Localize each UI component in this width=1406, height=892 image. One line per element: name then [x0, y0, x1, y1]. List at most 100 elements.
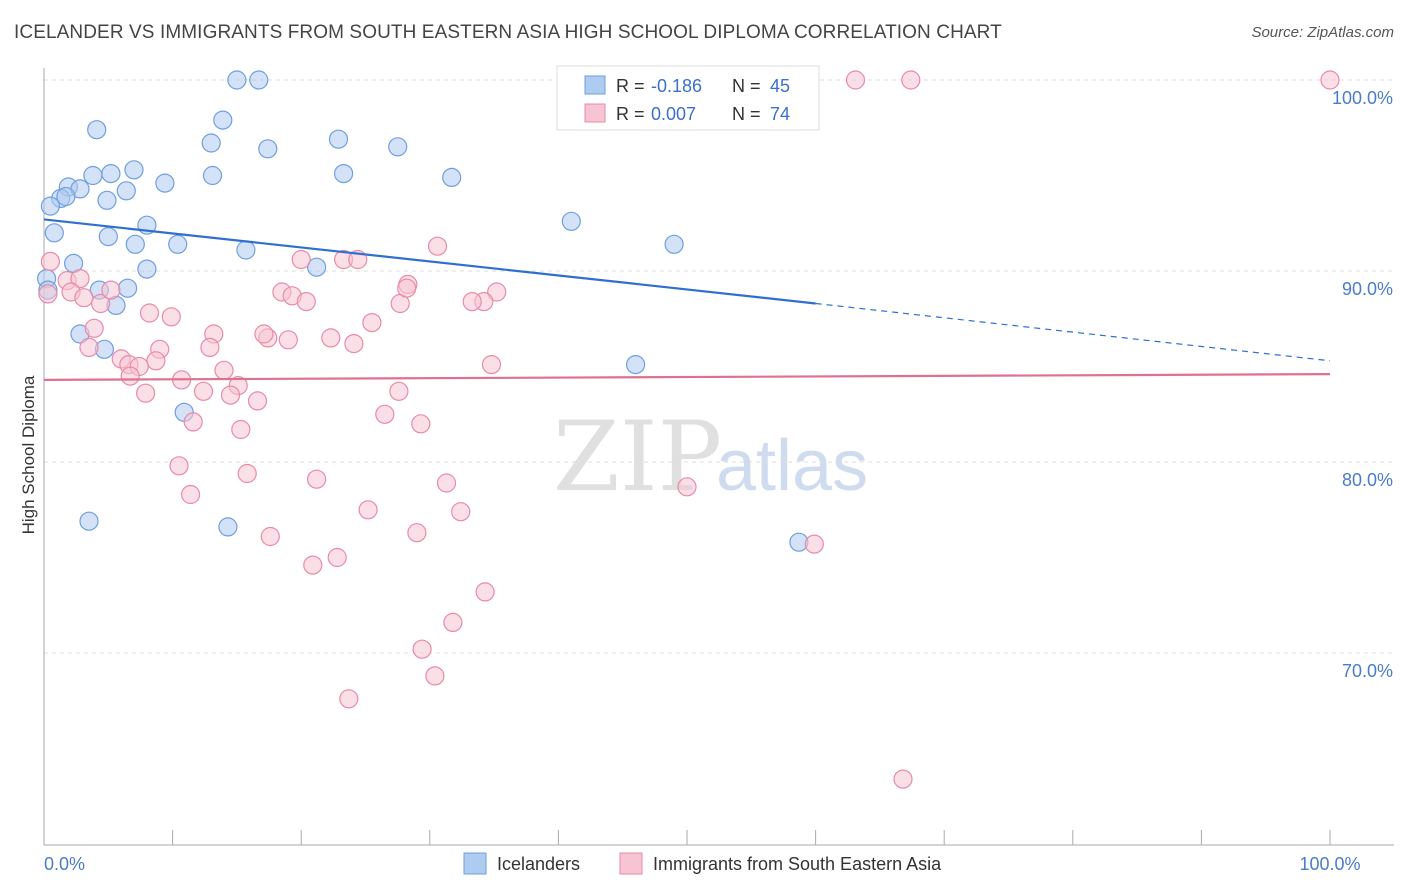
point-immigrants: [327, 547, 347, 568]
grid-layer: [43, 79, 1394, 845]
point-icelanders: [236, 240, 256, 260]
point-icelanders: [117, 278, 138, 298]
point-immigrants: [1320, 70, 1340, 90]
point-immigrants: [436, 473, 457, 493]
point-icelanders: [388, 137, 408, 157]
point-immigrants: [101, 280, 121, 300]
source-label: Source: ZipAtlas.com: [1251, 24, 1394, 41]
point-icelanders: [87, 120, 107, 140]
stats-n-value-icelanders: 45: [770, 76, 790, 96]
legend-label-immigrants: Immigrants from South Eastern Asia: [653, 854, 942, 874]
point-immigrants: [412, 639, 432, 659]
point-icelanders: [124, 160, 144, 180]
axes-layer: [43, 68, 1394, 846]
point-icelanders: [328, 129, 349, 149]
point-immigrants: [136, 383, 156, 403]
point-icelanders: [116, 181, 136, 201]
point-immigrants: [74, 288, 94, 308]
point-immigrants: [389, 381, 409, 401]
legend-swatch-immigrants: [619, 852, 643, 875]
point-immigrants: [804, 534, 824, 554]
point-icelanders: [307, 257, 327, 277]
point-icelanders: [213, 110, 233, 130]
stats-r-label-immigrants: R =: [616, 104, 645, 124]
point-immigrants: [214, 360, 234, 380]
point-icelanders: [202, 165, 223, 186]
point-icelanders: [40, 196, 61, 216]
y-tick-label: 80.0%: [1342, 470, 1393, 490]
point-icelanders: [168, 234, 188, 254]
point-icelanders: [83, 165, 103, 186]
point-icelanders: [44, 223, 64, 243]
point-immigrants: [303, 555, 323, 575]
point-immigrants: [181, 484, 201, 505]
point-immigrants: [677, 477, 697, 497]
point-immigrants: [247, 391, 268, 411]
point-immigrants: [339, 689, 359, 709]
trend-line-immigrants: [43, 373, 1331, 381]
point-icelanders: [155, 173, 175, 193]
point-icelanders: [137, 259, 157, 279]
stats-n-label-immigrants: N =: [732, 104, 761, 124]
point-immigrants: [90, 293, 111, 314]
point-icelanders: [249, 70, 269, 90]
y-tick-label: 70.0%: [1342, 661, 1393, 681]
point-immigrants: [193, 381, 214, 401]
point-immigrants: [237, 463, 257, 484]
point-icelanders: [97, 190, 117, 210]
point-immigrants: [481, 355, 502, 375]
point-icelanders: [334, 164, 354, 184]
x-tick-label: 0.0%: [44, 854, 85, 874]
point-immigrants: [40, 251, 61, 271]
stats-r-value-immigrants: 0.007: [651, 104, 696, 124]
bottom-legend: Icelanders Immigrants from South Eastern…: [463, 852, 942, 875]
point-immigrants: [893, 769, 913, 789]
stats-n-value-immigrants: 74: [770, 104, 790, 124]
point-immigrants: [407, 523, 427, 543]
y-axis-label: High School Diploma: [19, 375, 38, 534]
point-immigrants: [260, 526, 280, 547]
stats-swatch-immigrants: [584, 103, 606, 123]
point-icelanders: [625, 355, 646, 375]
point-icelanders: [442, 167, 462, 187]
point-immigrants: [296, 292, 316, 312]
point-icelanders: [125, 234, 145, 254]
x-tick-label: 100.0%: [1299, 854, 1360, 874]
point-icelanders: [218, 517, 238, 537]
point-immigrants: [70, 269, 90, 289]
point-icelanders: [664, 234, 684, 254]
point-immigrants: [358, 500, 378, 520]
point-immigrants: [427, 236, 448, 256]
point-icelanders: [561, 211, 581, 231]
point-immigrants: [362, 313, 382, 333]
point-immigrants: [220, 385, 241, 405]
legend-swatch-icelanders: [463, 852, 487, 875]
trend-line-icelanders: [43, 218, 816, 305]
point-icelanders: [201, 133, 221, 153]
point-immigrants: [901, 70, 921, 90]
watermark-zip: ZIP: [553, 401, 722, 513]
point-immigrants: [344, 334, 364, 354]
y-tick-label: 100.0%: [1332, 88, 1393, 108]
stats-swatch-icelanders: [584, 75, 606, 95]
trend-layer: [43, 218, 1331, 381]
legend-label-icelanders: Icelanders: [497, 854, 580, 874]
point-immigrants: [38, 284, 58, 304]
point-icelanders: [98, 227, 118, 247]
point-immigrants: [139, 303, 160, 323]
point-immigrants: [278, 330, 298, 350]
point-immigrants: [79, 337, 99, 357]
stats-n-label-icelanders: N =: [732, 76, 761, 96]
point-immigrants: [183, 412, 203, 432]
point-immigrants: [146, 351, 166, 371]
trend-line-icelanders-extrapolated: [815, 302, 1331, 362]
point-immigrants: [375, 404, 395, 424]
point-immigrants: [231, 419, 251, 440]
point-icelanders: [101, 164, 121, 184]
point-icelanders: [79, 511, 99, 531]
point-immigrants: [120, 366, 140, 386]
point-icelanders: [258, 139, 278, 159]
chart-title: ICELANDER VS IMMIGRANTS FROM SOUTH EASTE…: [14, 22, 1002, 43]
stats-r-label-icelanders: R =: [616, 76, 645, 96]
